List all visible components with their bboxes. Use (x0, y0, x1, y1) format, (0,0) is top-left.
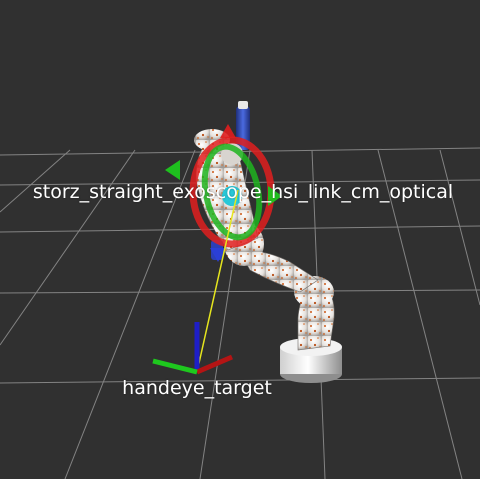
grid-line (0, 377, 480, 384)
interactive-marker-rings-icon[interactable] (165, 124, 282, 262)
marker-arrow-blue-bottom[interactable] (210, 248, 226, 262)
tf-link-line (196, 189, 239, 373)
marker-arrow-red-top[interactable] (220, 124, 236, 138)
marker-ring-green[interactable] (197, 142, 267, 243)
grid-line (64, 149, 196, 479)
exoscope-head (222, 186, 242, 206)
marker-arrow-green-right[interactable] (268, 186, 282, 206)
ground-grid (0, 147, 480, 479)
grid-line (0, 149, 136, 346)
grid-line (377, 149, 463, 479)
grid-line (0, 289, 480, 294)
target-axis-y (152, 358, 198, 375)
marker-arrow-green-left[interactable] (165, 160, 180, 180)
target-axis-x (196, 354, 233, 375)
axes-triad-icon (152, 322, 233, 375)
grid-line (0, 149, 71, 213)
exoscope-cap (238, 101, 248, 109)
grid-line (439, 149, 480, 306)
